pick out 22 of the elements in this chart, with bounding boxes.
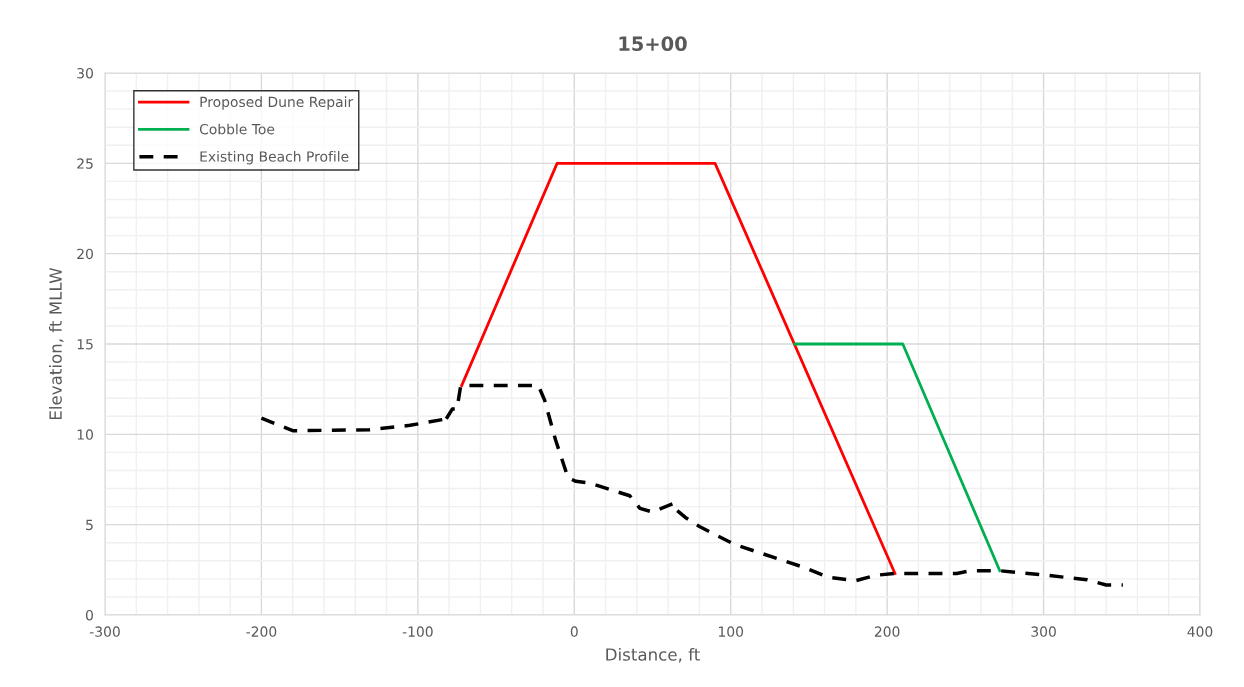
x-tick-label: 300 (1031, 626, 1056, 637)
y-tick-label: 0 (85, 609, 93, 621)
y-tick-label: 20 (77, 248, 93, 260)
y-tick-label: 25 (77, 158, 93, 169)
y-tick-label: 10 (77, 429, 93, 440)
legend-label: Cobble Toe (199, 123, 275, 135)
y-tick-label: 15 (77, 339, 93, 350)
x-tick-label: -100 (402, 626, 433, 637)
x-tick-label: 400 (1187, 626, 1213, 637)
x-tick-label: 100 (718, 626, 744, 637)
y-tick-label: 30 (77, 67, 93, 79)
x-tick-label: 0 (570, 626, 578, 637)
chart-title: 15+00 (619, 36, 687, 52)
x-tick-label: -300 (89, 626, 120, 637)
legend-label: Existing Beach Profile (200, 151, 349, 165)
x-tick-label: 200 (874, 626, 900, 637)
y-tick-label: 5 (86, 519, 93, 531)
y-axis-title: Elevation, ft MLLW (48, 267, 64, 420)
x-axis-title: Distance, ft (606, 647, 700, 663)
x-tick-label: -200 (246, 626, 277, 637)
line-series (259, 383, 1125, 587)
legend-label: Proposed Dune Repair (200, 96, 354, 110)
